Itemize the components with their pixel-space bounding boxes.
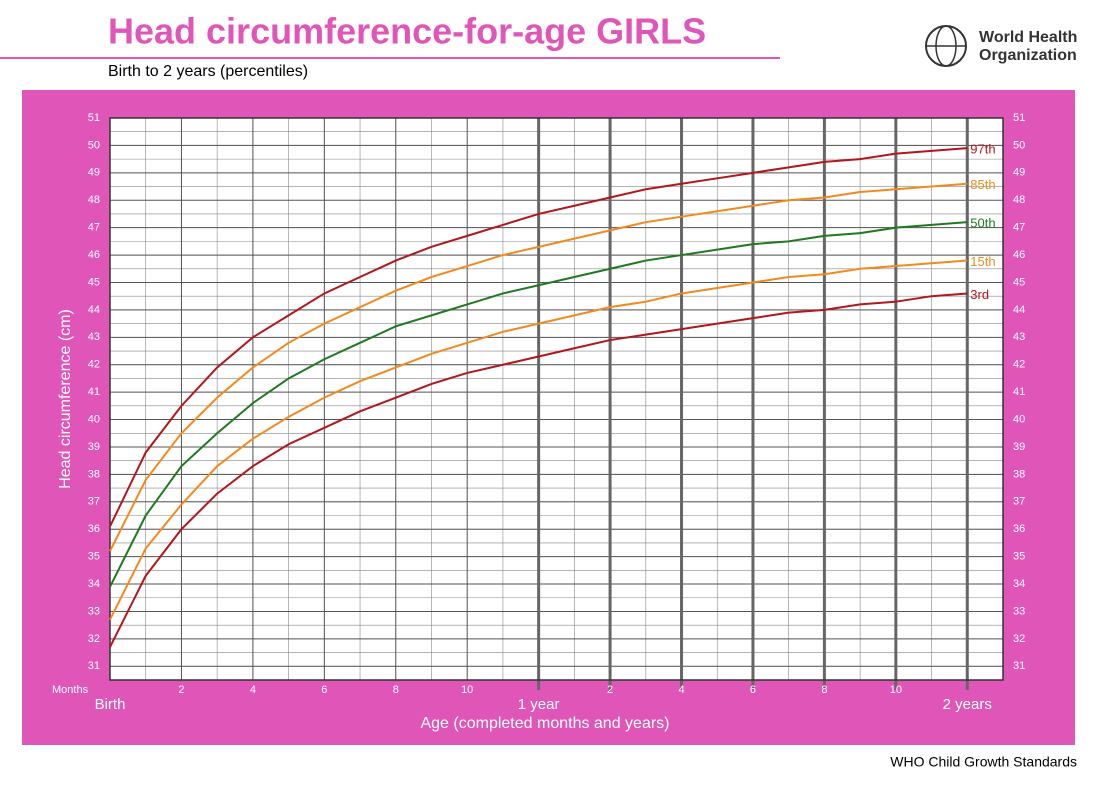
y-tick-label: 48 bbox=[88, 194, 100, 206]
series-label: 15th bbox=[970, 254, 995, 269]
y2-tick-label: 39 bbox=[1013, 441, 1025, 453]
y2-tick-label: 44 bbox=[1013, 304, 1025, 316]
y-tick-label: 45 bbox=[88, 276, 100, 288]
x-tick-label: 4 bbox=[678, 684, 684, 696]
percentile-line bbox=[109, 259, 968, 621]
y2-tick-label: 32 bbox=[1013, 633, 1025, 645]
x-tick-label: 8 bbox=[821, 684, 827, 696]
y-tick-label: 32 bbox=[88, 633, 100, 645]
y2-tick-label: 49 bbox=[1013, 167, 1025, 179]
y-tick-label: 41 bbox=[88, 386, 100, 398]
series-label: 97th bbox=[970, 142, 995, 157]
y2-tick-label: 31 bbox=[1013, 660, 1025, 672]
percentile-line bbox=[109, 221, 968, 588]
x-tick-label: 10 bbox=[890, 684, 902, 696]
y2-tick-label: 47 bbox=[1013, 222, 1025, 234]
logo-text: World Health bbox=[979, 29, 1077, 46]
y-tick-label: 47 bbox=[88, 222, 100, 234]
y-tick-label: 39 bbox=[88, 441, 100, 453]
y-tick-label: 36 bbox=[88, 523, 100, 535]
x-tick-label: 1 year bbox=[518, 696, 560, 713]
subtitle: Birth to 2 years (percentiles) bbox=[108, 63, 308, 80]
y2-tick-label: 50 bbox=[1013, 139, 1025, 151]
x-tick-label: 6 bbox=[321, 684, 327, 696]
plot-frame bbox=[109, 117, 1004, 681]
y-tick-label: 35 bbox=[88, 551, 100, 563]
y-tick-label: 37 bbox=[88, 496, 100, 508]
series-label: 3rd bbox=[970, 287, 989, 302]
x-axis-label: Age (completed months and years) bbox=[420, 715, 669, 732]
y2-tick-label: 34 bbox=[1013, 578, 1025, 590]
y-tick-label: 33 bbox=[88, 605, 100, 617]
y-tick-label: 51 bbox=[88, 112, 100, 124]
series-label: 85th bbox=[970, 177, 995, 192]
percentile-line bbox=[109, 182, 968, 552]
logo-text: Organization bbox=[979, 47, 1077, 64]
percentile-line bbox=[109, 292, 968, 648]
x-tick-label: 6 bbox=[750, 684, 756, 696]
plot-area bbox=[110, 118, 1003, 680]
x-tick-label: 10 bbox=[461, 684, 473, 696]
y2-tick-label: 42 bbox=[1013, 359, 1025, 371]
y2-tick-label: 37 bbox=[1013, 496, 1025, 508]
title: Head circumference-for-age GIRLS bbox=[108, 11, 706, 52]
logo: World Health Organization bbox=[925, 25, 1077, 67]
x-tick-label: 2 bbox=[178, 684, 184, 696]
y-tick-label: 42 bbox=[88, 359, 100, 371]
y-tick-label: 38 bbox=[88, 468, 100, 480]
y2-tick-label: 40 bbox=[1013, 413, 1025, 425]
plot: 31 31 32 32 33 33 34 34 35 35 36 36 37 37 38 38 39 39 40 40… bbox=[88, 112, 1026, 713]
y-tick-label: 40 bbox=[88, 413, 100, 425]
y-tick-label: 43 bbox=[88, 331, 100, 343]
x-tick-label: 4 bbox=[250, 684, 256, 696]
y-tick-label: 31 bbox=[88, 660, 100, 672]
y2-tick-label: 33 bbox=[1013, 605, 1025, 617]
y-axis-label: Head circumference (cm) bbox=[57, 309, 74, 489]
x-tick-label: Birth bbox=[95, 696, 126, 713]
y2-tick-label: 45 bbox=[1013, 276, 1025, 288]
y2-tick-label: 46 bbox=[1013, 249, 1025, 261]
y2-tick-label: 36 bbox=[1013, 523, 1025, 535]
y2-tick-label: 41 bbox=[1013, 386, 1025, 398]
y2-tick-label: 51 bbox=[1013, 112, 1025, 124]
x-tick-label: 8 bbox=[393, 684, 399, 696]
y-tick-label: 34 bbox=[88, 578, 100, 590]
y-tick-label: 44 bbox=[88, 304, 100, 316]
footer: WHO Child Growth Standards bbox=[890, 754, 1077, 770]
x-tick-label: 2 bbox=[607, 684, 613, 696]
percentile-line bbox=[109, 147, 968, 527]
y-tick-label: 49 bbox=[88, 167, 100, 179]
y2-tick-label: 35 bbox=[1013, 551, 1025, 563]
series-label: 50th bbox=[970, 216, 995, 231]
x-unit-label: Months bbox=[52, 684, 89, 696]
y-tick-label: 50 bbox=[88, 139, 100, 151]
y2-tick-label: 43 bbox=[1013, 331, 1025, 343]
y2-tick-label: 38 bbox=[1013, 468, 1025, 480]
y-tick-label: 46 bbox=[88, 249, 100, 261]
y2-tick-label: 48 bbox=[1013, 194, 1025, 206]
x-tick-label: 2 years bbox=[943, 696, 992, 713]
